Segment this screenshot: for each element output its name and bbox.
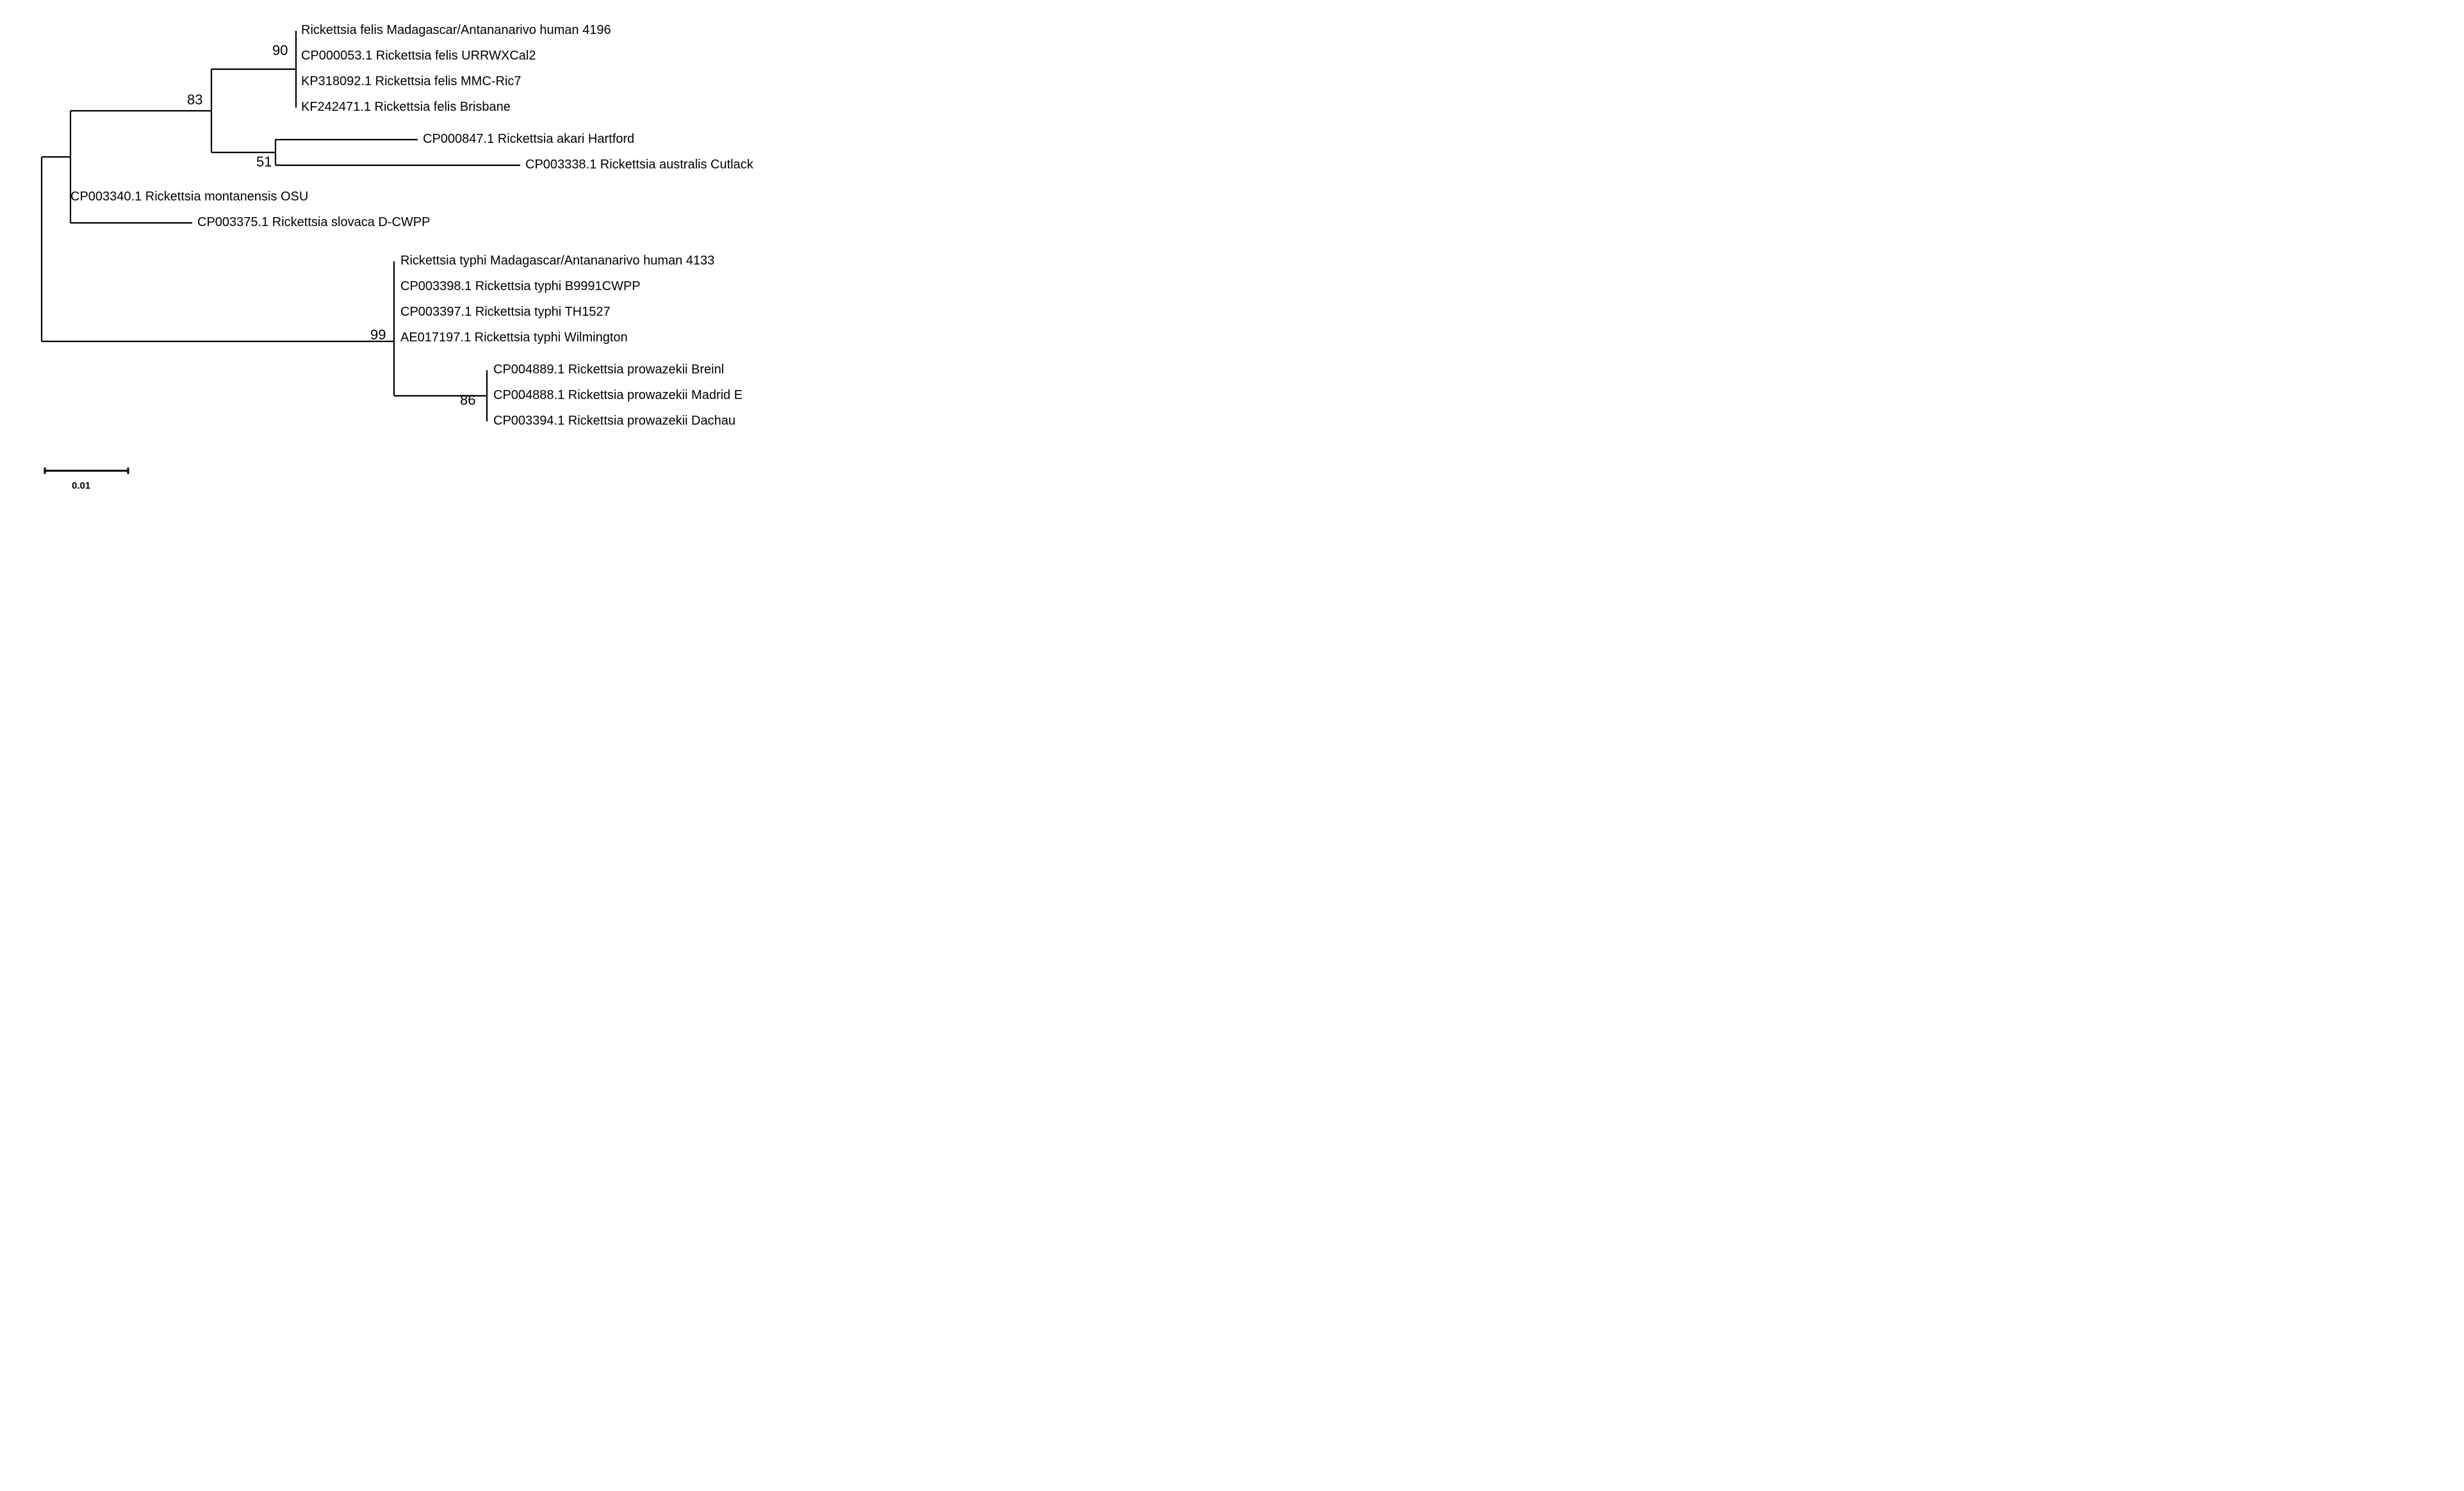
taxon-label: CP003398.1 Rickettsia typhi B9991CWPP bbox=[400, 279, 641, 294]
support-value: 90 bbox=[272, 42, 288, 59]
support-value: 83 bbox=[187, 92, 202, 108]
taxon-label: CP000053.1 Rickettsia felis URRWXCal2 bbox=[301, 49, 536, 63]
taxon-label: KP318092.1 Rickettsia felis MMC-Ric7 bbox=[301, 74, 521, 89]
taxon-label: CP000847.1 Rickettsia akari Hartford bbox=[423, 132, 634, 147]
taxon-label: CP003397.1 Rickettsia typhi TH1527 bbox=[400, 305, 611, 320]
taxon-label: CP004888.1 Rickettsia prowazekii Madrid … bbox=[493, 388, 743, 403]
scale-bar-label: 0.01 bbox=[72, 480, 90, 491]
phylogenetic-tree: Rickettsia felis Madagascar/Antananarivo… bbox=[19, 19, 839, 506]
taxon-label: KF242471.1 Rickettsia felis Brisbane bbox=[301, 100, 511, 115]
taxon-label: CP003394.1 Rickettsia prowazekii Dachau bbox=[493, 414, 735, 428]
support-value: 99 bbox=[370, 327, 386, 343]
taxon-label: CP004889.1 Rickettsia prowazekii Breinl bbox=[493, 363, 724, 377]
taxon-label: AE017197.1 Rickettsia typhi Wilmington bbox=[400, 330, 628, 345]
taxon-label: CP003340.1 Rickettsia montanensis OSU bbox=[70, 190, 308, 204]
taxon-label: CP003338.1 Rickettsia australis Cutlack bbox=[525, 158, 753, 172]
taxon-label: Rickettsia felis Madagascar/Antananarivo… bbox=[301, 23, 611, 38]
scale-bar bbox=[45, 468, 128, 474]
taxon-label: Rickettsia typhi Madagascar/Antananarivo… bbox=[400, 254, 714, 268]
taxon-label: CP003375.1 Rickettsia slovaca D-CWPP bbox=[197, 215, 430, 230]
support-value: 86 bbox=[460, 392, 475, 409]
support-value: 51 bbox=[256, 154, 272, 170]
